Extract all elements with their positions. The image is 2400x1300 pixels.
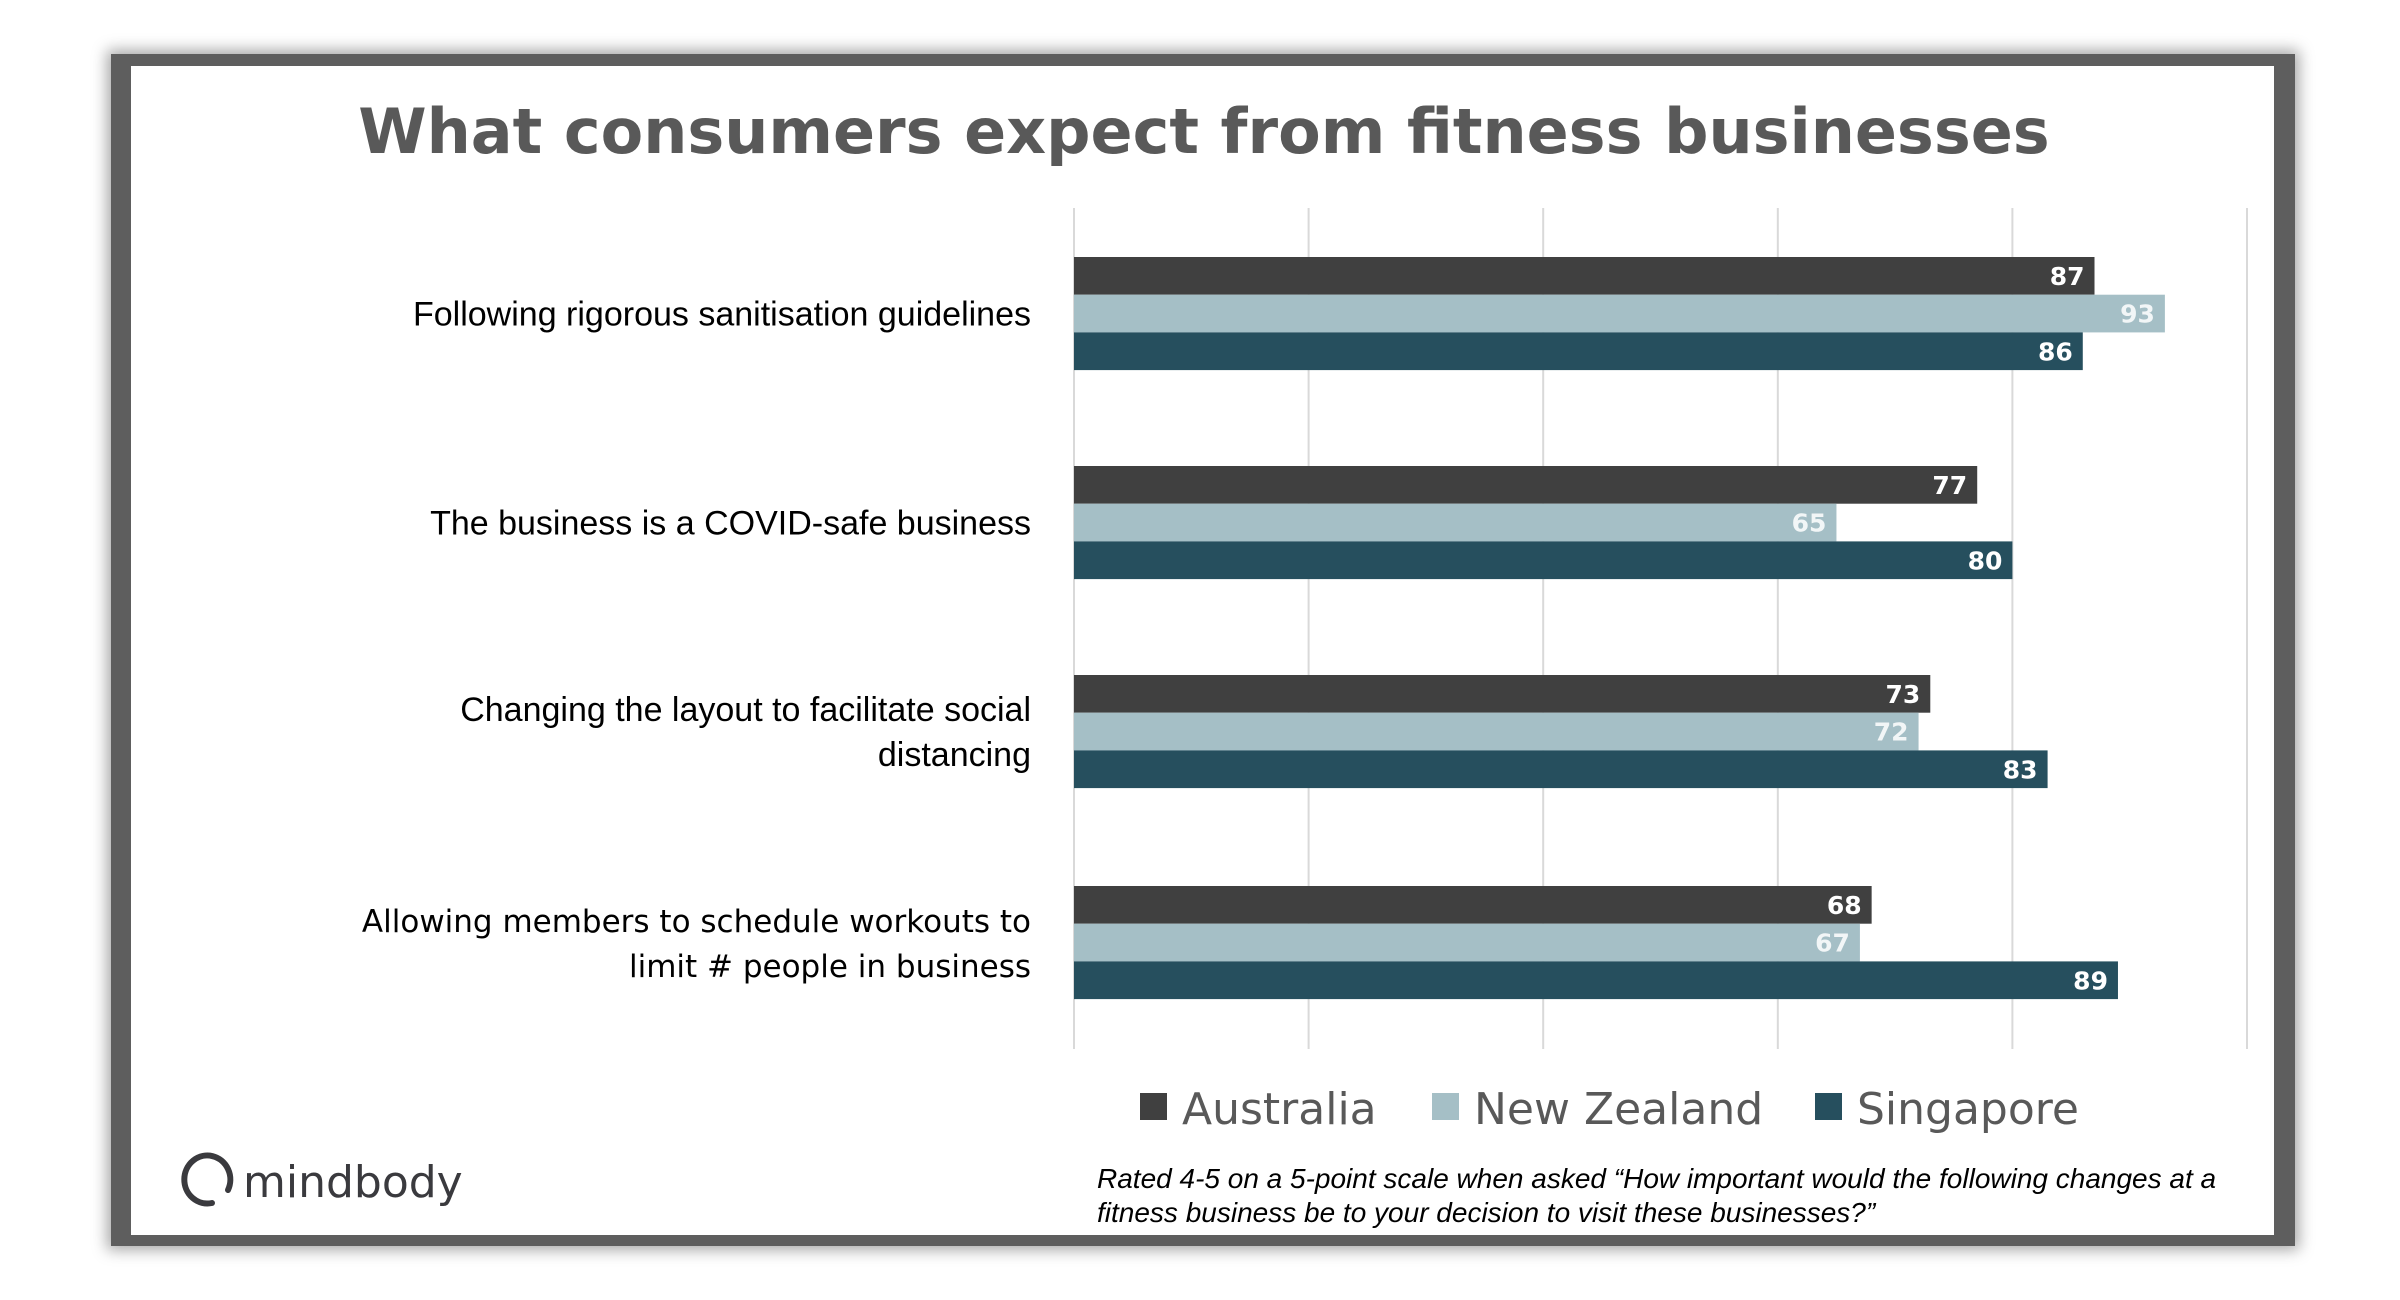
bar-australia-2 xyxy=(1074,675,1931,713)
category-label: Allowing members to schedule workouts to xyxy=(362,904,1031,940)
bar-australia-3 xyxy=(1074,886,1872,924)
bar-new-zealand-2 xyxy=(1074,712,1919,751)
footnote: Rated 4-5 on a 5-point scale when asked … xyxy=(1097,1163,2216,1228)
legend-label: Australia xyxy=(1182,1084,1377,1135)
data-label: 77 xyxy=(1932,471,1967,500)
bar-singapore-2 xyxy=(1074,750,2048,789)
data-label: 68 xyxy=(1827,891,1862,920)
data-label: 87 xyxy=(2050,262,2085,291)
data-label: 80 xyxy=(1968,546,2003,575)
legend-label: Singapore xyxy=(1857,1084,2079,1135)
bar-australia-0 xyxy=(1074,257,2095,295)
legend: Australia New Zealand Singapore xyxy=(1140,1084,2079,1135)
category-label: limit # people in business xyxy=(629,949,1031,985)
category-labels: Following rigorous sanitisation guidelin… xyxy=(362,296,1031,986)
bar-new-zealand-3 xyxy=(1074,923,1860,962)
data-label: 72 xyxy=(1874,718,1909,747)
data-label: 67 xyxy=(1815,929,1850,958)
data-label: 93 xyxy=(2120,300,2155,329)
legend-swatch-new-zealand xyxy=(1432,1093,1459,1120)
data-label: 73 xyxy=(1885,680,1920,709)
mindbody-logo: mindbody xyxy=(181,1152,463,1208)
footnote-line-2: fitness business be to your decision to … xyxy=(1097,1197,1877,1228)
logo-ring-icon xyxy=(181,1152,234,1207)
bars: 87 93 86 77 65 80 73 72 83 68 67 89 xyxy=(1074,257,2165,1000)
category-label: distancing xyxy=(878,736,1031,774)
chart-title: What consumers expect from fitness busin… xyxy=(358,95,2049,168)
bar-australia-1 xyxy=(1074,466,1978,504)
footnote-line-1: Rated 4-5 on a 5-point scale when asked … xyxy=(1097,1163,2216,1194)
bar-singapore-0 xyxy=(1074,332,2083,371)
bar-new-zealand-0 xyxy=(1074,294,2165,333)
legend-swatch-australia xyxy=(1140,1093,1167,1120)
category-label: Changing the layout to facilitate social xyxy=(460,691,1031,729)
data-label: 83 xyxy=(2003,755,2038,784)
data-label: 65 xyxy=(1792,509,1827,538)
data-label: 86 xyxy=(2038,337,2073,366)
bar-singapore-1 xyxy=(1074,541,2013,580)
legend-label: New Zealand xyxy=(1474,1084,1763,1135)
category-label: The business is a COVID-safe business xyxy=(430,505,1031,543)
category-label: Following rigorous sanitisation guidelin… xyxy=(413,296,1031,334)
bar-new-zealand-1 xyxy=(1074,503,1837,542)
data-label: 89 xyxy=(2073,966,2108,995)
logo-text: mindbody xyxy=(243,1157,463,1208)
bar-singapore-3 xyxy=(1074,961,2118,1000)
legend-swatch-singapore xyxy=(1815,1093,1842,1120)
